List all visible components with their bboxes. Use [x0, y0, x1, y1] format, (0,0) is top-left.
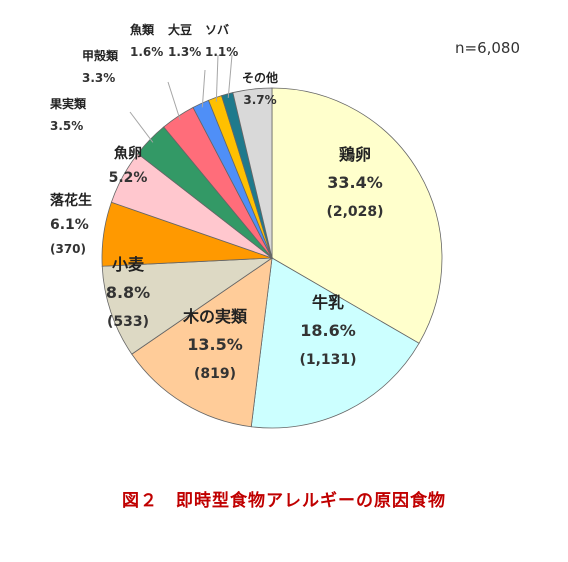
slice-7-pct-label: 3.5%: [50, 119, 83, 133]
slice-1-name-label: 鶏卵: [339, 145, 371, 164]
pie-chart: n=6,080 鶏卵 33.4% (2,028) 牛乳 18.6% (1,131) 木の実類…: [49, 22, 520, 429]
slice-9-pct-label: 1.6%: [130, 45, 163, 59]
slice-labels: 鶏卵 33.4% (2,028) 牛乳 18.6% (1,131) 木の実類 13.5% (81…: [49, 22, 384, 382]
slice-11-name-label: ソバ: [205, 23, 229, 37]
slice-1-pct-label: 33.4%: [327, 173, 383, 192]
slice-4-count-label: (533): [107, 314, 149, 330]
slice-5-pct-label: 6.1%: [50, 217, 89, 233]
slice-7-leader: [129, 111, 154, 143]
slice-10-leader: [215, 54, 219, 102]
slice-12-wedge: [232, 87, 273, 259]
slice-3-count-label: (819): [194, 366, 236, 382]
leader-lines: [129, 54, 233, 143]
slice-6-pct-label: 5.2%: [109, 170, 148, 186]
slice-10-name-label: 大豆: [168, 22, 192, 37]
slice-6-name-label: 魚卵: [114, 145, 142, 162]
slice-2-name-label: 牛乳: [312, 293, 344, 312]
sample-size-label: n=6,080: [455, 39, 520, 57]
slice-2-pct-label: 18.6%: [300, 321, 356, 340]
slice-8-leader: [167, 81, 181, 120]
slice-8-pct-label: 3.3%: [82, 71, 115, 85]
slice-7-name-label: 果実類: [49, 96, 87, 111]
slice-12-name-label: その他: [242, 70, 278, 85]
slice-1-wedge: [271, 87, 443, 344]
slice-2-count-label: (1,131): [299, 352, 356, 368]
chart-frame: n=6,080 鶏卵 33.4% (2,028) 牛乳 18.6% (1,131) 木の実類…: [10, 0, 550, 470]
slice-12-pct-label: 3.7%: [243, 93, 276, 107]
slice-2-wedge: [250, 257, 420, 429]
figure-caption: 図２ 即時型食物アレルギーの原因食物: [122, 491, 446, 511]
slice-3-wedge: [131, 257, 273, 428]
slice-9-name-label: 魚類: [130, 22, 155, 37]
slice-3-name-label: 木の実類: [182, 307, 248, 326]
slice-4-wedge: [101, 257, 274, 355]
slice-10-pct-label: 1.3%: [168, 45, 201, 59]
slice-1-count-label: (2,028): [326, 204, 383, 220]
slice-4-name-label: 小麦: [112, 255, 145, 274]
slice-9-leader: [201, 69, 206, 108]
slice-8-name-label: 甲殻類: [82, 48, 119, 63]
pie-slices: [101, 87, 443, 429]
slice-4-pct-label: 8.8%: [106, 283, 150, 302]
slice-11-pct-label: 1.1%: [205, 45, 238, 59]
slice-11-leader: [227, 54, 233, 98]
slice-5-name-label: 落花生: [50, 192, 92, 209]
slice-5-count-label: (370): [50, 242, 86, 256]
slice-3-pct-label: 13.5%: [187, 335, 243, 354]
